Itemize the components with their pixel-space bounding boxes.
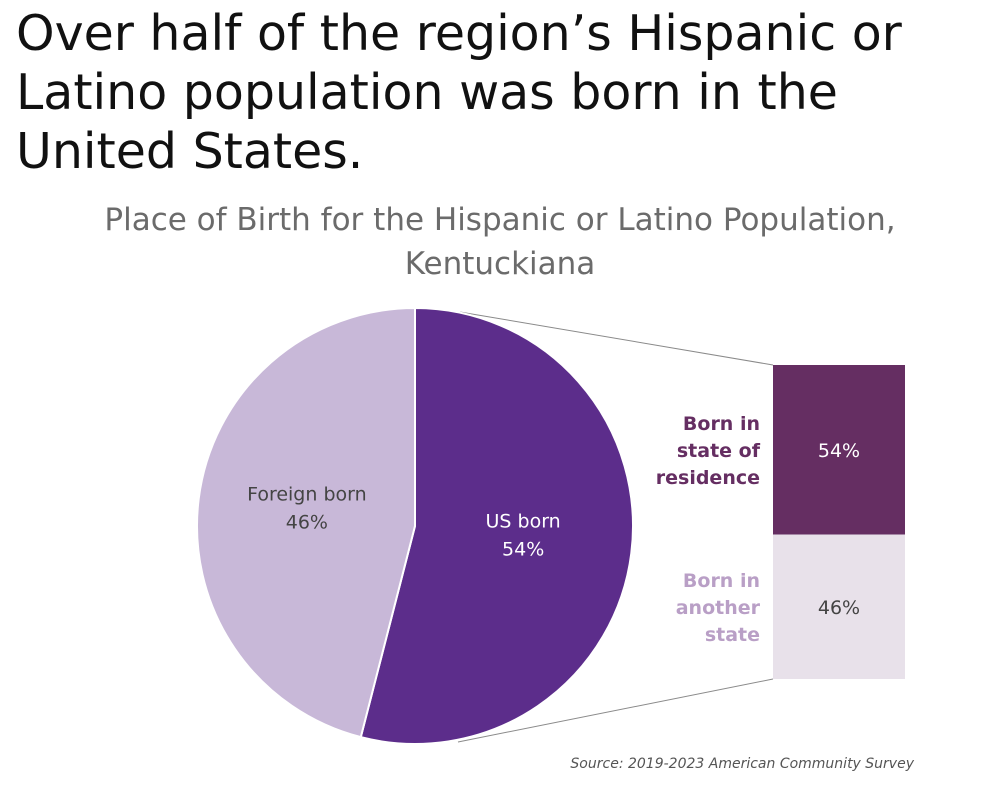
bar-segment-born-in-state	[773, 365, 905, 535]
pie-value-us-born: 54%	[502, 539, 544, 561]
pie-label-us-born: US born	[486, 511, 561, 533]
pie-slice-us-born	[359, 306, 634, 745]
bar-value-born-another-state: 46%	[818, 597, 860, 619]
bar-value-born-in-state: 54%	[818, 440, 860, 462]
pie-label-foreign-born: Foreign born	[247, 483, 367, 505]
bar-label-born-in-state: Born in state of residence	[656, 413, 761, 489]
connector-line-top	[459, 311, 774, 366]
bar-segment-born-another-state	[773, 534, 905, 679]
source-note: Source: 2019-2023 American Community Sur…	[570, 756, 914, 772]
bar-label-born-another-state: Born in another state	[676, 570, 761, 646]
connector-line-bottom	[457, 678, 774, 743]
pie-value-foreign-born: 46%	[286, 511, 328, 533]
pie-slice-foreign-born	[196, 306, 416, 739]
headline: Over half of the region’s Hispanic or La…	[16, 5, 902, 180]
chart-title: Place of Birth for the Hispanic or Latin…	[104, 202, 896, 282]
